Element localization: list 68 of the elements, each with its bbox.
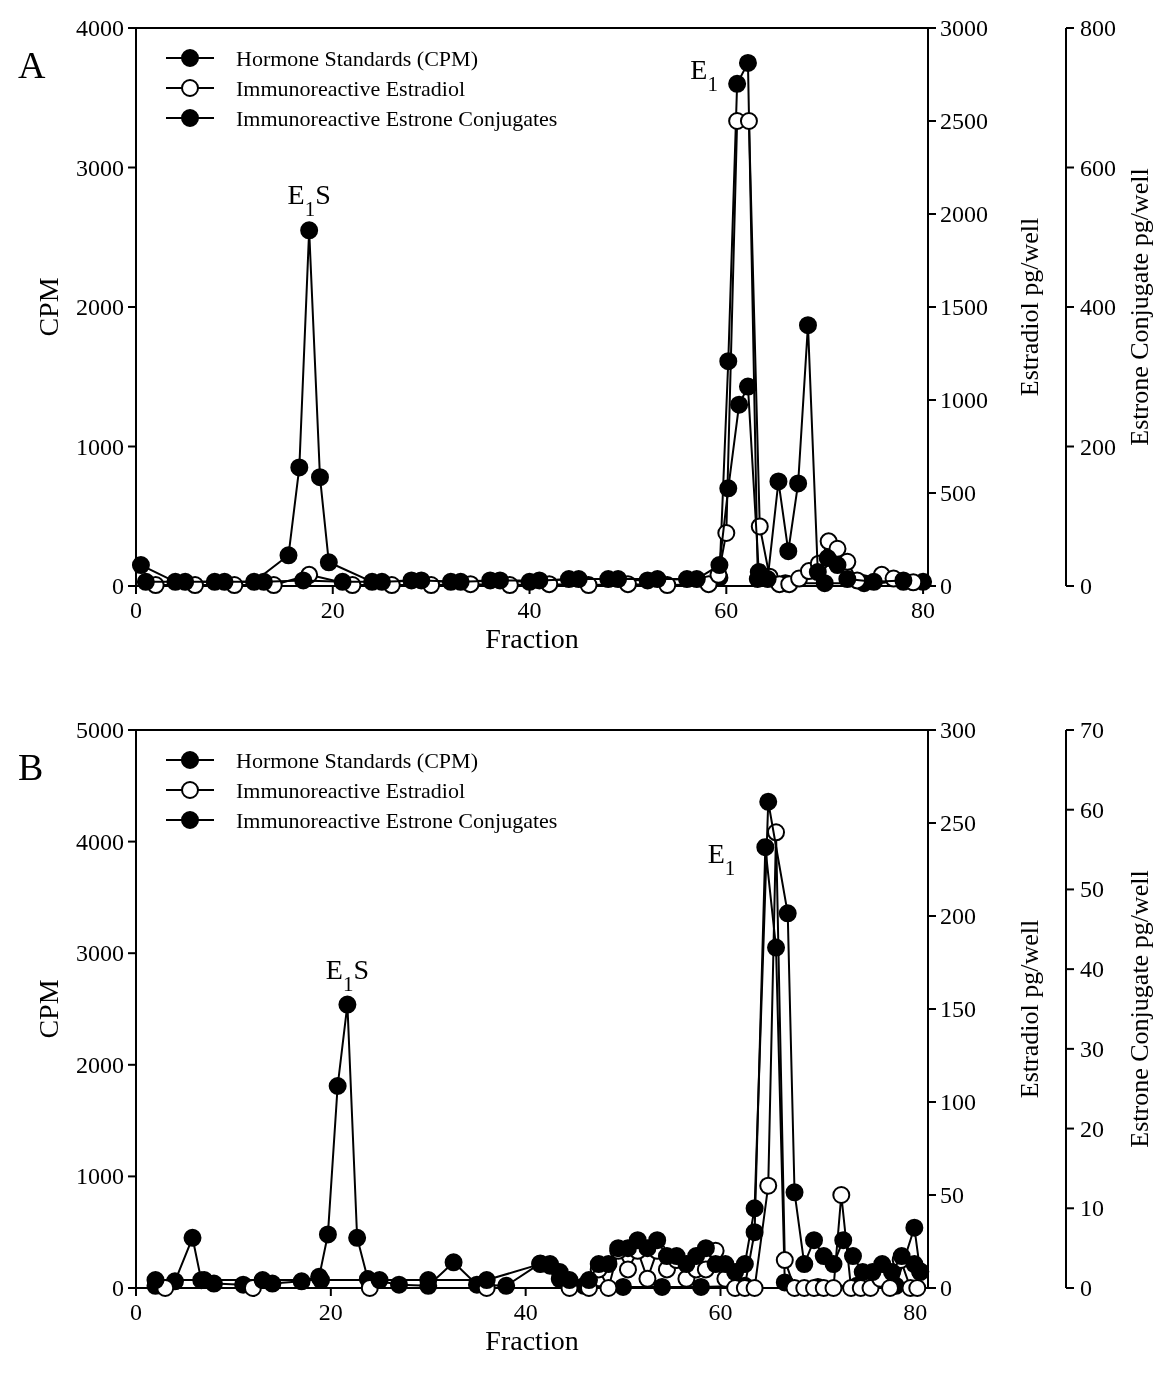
legend-label: Hormone Standards (CPM) (236, 748, 478, 773)
x-tick-label: 20 (318, 1299, 343, 1325)
y-tick-label: 3000 (76, 940, 124, 967)
y2-tick-label: 1000 (940, 387, 988, 413)
y2-tick-label: 50 (940, 1182, 964, 1208)
x-axis-title: Fraction (485, 1325, 579, 1356)
legend-label: Immunoreactive Estradiol (236, 76, 466, 101)
y3-tick-label: 40 (1080, 956, 1104, 983)
x-tick-label: 80 (903, 1299, 928, 1325)
y3-tick-label: 70 (1080, 717, 1104, 743)
y2-tick-label: 500 (940, 480, 976, 506)
y-tick-label: 0 (112, 1275, 124, 1301)
x-tick-label: 60 (708, 1299, 733, 1325)
x-tick-label: 0 (130, 1299, 142, 1325)
y-axis-title: CPM (33, 277, 64, 337)
y-tick-label: 3000 (76, 154, 124, 181)
y2-tick-label: 300 (940, 717, 976, 743)
annotation: E$_{1}$ (707, 838, 736, 881)
legend-label: Immunoreactive Estrone Conjugates (236, 106, 558, 131)
chart-title: B (18, 746, 44, 788)
y3-axis-title: Estrone Conjugate pg/well (1125, 168, 1154, 446)
annotation: E$_{1}$S (287, 179, 331, 222)
chart-title: A (18, 44, 46, 86)
annotation: E$_{1}$S (325, 953, 369, 996)
y3-tick-label: 600 (1080, 154, 1116, 181)
y3-tick-label: 50 (1080, 876, 1104, 903)
x-tick-label: 60 (714, 597, 739, 623)
y-tick-label: 2000 (76, 1051, 124, 1078)
y-tick-label: 5000 (76, 717, 124, 743)
y3-tick-label: 800 (1080, 15, 1116, 41)
legend-label: Immunoreactive Estradiol (236, 778, 466, 803)
y3-tick-label: 200 (1080, 433, 1116, 460)
y-axis-title: CPM (33, 979, 64, 1039)
x-tick-label: 20 (320, 597, 345, 623)
y3-tick-label: 0 (1080, 573, 1092, 599)
y3-tick-label: 30 (1080, 1035, 1104, 1062)
x-tick-label: 40 (513, 1299, 538, 1325)
y3-tick-label: 20 (1080, 1115, 1104, 1142)
legend-label: Hormone Standards (CPM) (236, 46, 478, 71)
y-tick-label: 4000 (76, 828, 124, 855)
y2-tick-label: 150 (940, 996, 976, 1022)
y2-tick-label: 200 (940, 903, 976, 929)
y2-tick-label: 250 (940, 810, 976, 836)
x-tick-label: 40 (517, 597, 542, 623)
y2-tick-label: 1500 (940, 294, 988, 320)
y3-axis-title: Estrone Conjugate pg/well (1125, 870, 1154, 1148)
y2-tick-label: 100 (940, 1089, 976, 1115)
y-tick-label: 4000 (76, 15, 124, 41)
y3-tick-label: 60 (1080, 796, 1104, 823)
x-tick-label: 0 (130, 597, 142, 623)
y-tick-label: 1000 (76, 433, 124, 460)
annotation: E$_{1}$ (690, 53, 718, 96)
x-tick-label: 80 (911, 597, 936, 623)
y2-tick-label: 2000 (940, 201, 988, 227)
y2-axis-title: Estradiol pg/well (1015, 217, 1044, 397)
y-tick-label: 0 (112, 573, 124, 599)
y3-tick-label: 10 (1080, 1195, 1104, 1222)
y2-tick-label: 0 (940, 1275, 952, 1301)
y2-tick-label: 2500 (940, 108, 988, 134)
y3-tick-label: 400 (1080, 294, 1116, 320)
y2-tick-label: 0 (940, 573, 952, 599)
y-tick-label: 1000 (76, 1163, 124, 1190)
y3-tick-label: 0 (1080, 1275, 1092, 1301)
y-tick-label: 2000 (76, 294, 124, 320)
legend-label: Immunoreactive Estrone Conjugates (236, 808, 558, 833)
y2-axis-title: Estradiol pg/well (1015, 919, 1044, 1099)
x-axis-title: Fraction (485, 623, 579, 654)
y2-tick-label: 3000 (940, 15, 988, 41)
